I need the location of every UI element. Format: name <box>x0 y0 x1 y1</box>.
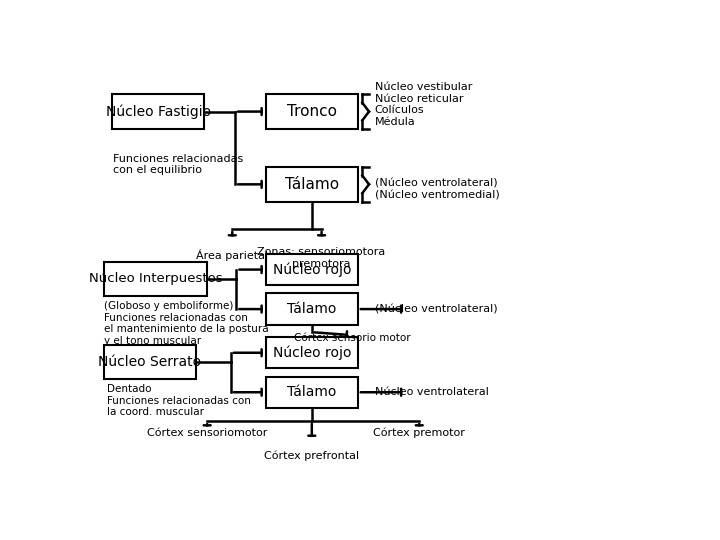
Text: (Globoso y emboliforme)
Funciones relacionadas con
el mantenimiento de la postur: (Globoso y emboliforme) Funciones relaci… <box>104 301 269 346</box>
FancyBboxPatch shape <box>266 294 358 325</box>
Text: Tálamo: Tálamo <box>284 177 339 192</box>
Text: Área parietal: Área parietal <box>197 248 269 261</box>
Text: Núcleo Serrato: Núcleo Serrato <box>99 355 202 369</box>
Text: Núcleo Interpuestos: Núcleo Interpuestos <box>89 273 222 286</box>
Text: Tronco: Tronco <box>287 104 337 119</box>
FancyBboxPatch shape <box>266 167 358 202</box>
Text: Núcleo rojo: Núcleo rojo <box>273 346 351 360</box>
Text: Córtex sensorio motor: Córtex sensorio motor <box>294 333 410 343</box>
Text: Núcleo rojo: Núcleo rojo <box>273 262 351 277</box>
Text: Córtex premotor: Córtex premotor <box>373 428 465 438</box>
Text: Córtex sensoriomotor: Córtex sensoriomotor <box>147 428 267 438</box>
Text: Córtex prefrontal: Córtex prefrontal <box>264 450 359 461</box>
FancyBboxPatch shape <box>104 262 207 295</box>
Text: (Núcleo ventrolateral): (Núcleo ventrolateral) <box>374 305 498 314</box>
Text: Tálamo: Tálamo <box>287 385 336 399</box>
Text: Núcleo Fastigio: Núcleo Fastigio <box>106 104 211 119</box>
FancyBboxPatch shape <box>266 337 358 368</box>
FancyBboxPatch shape <box>266 377 358 408</box>
Text: Núcleo vestibular
Núcleo reticular
Colículos
Médula: Núcleo vestibular Núcleo reticular Colíc… <box>374 82 472 127</box>
FancyBboxPatch shape <box>104 346 196 379</box>
Text: Dentado
Funciones relacionadas con
la coord. muscular: Dentado Funciones relacionadas con la co… <box>107 384 251 417</box>
FancyBboxPatch shape <box>266 94 358 129</box>
FancyBboxPatch shape <box>266 254 358 285</box>
FancyBboxPatch shape <box>112 94 204 129</box>
Text: Zonas: sensoriomotora
premotora: Zonas: sensoriomotora premotora <box>258 247 386 268</box>
Text: Núcleo ventrolateral: Núcleo ventrolateral <box>374 388 488 397</box>
Text: (Núcleo ventrolateral)
(Núcleo ventromedial): (Núcleo ventrolateral) (Núcleo ventromed… <box>374 179 500 200</box>
Text: Funciones relacionadas
con el equilibrio: Funciones relacionadas con el equilibrio <box>114 154 243 176</box>
Text: Tálamo: Tálamo <box>287 302 336 316</box>
